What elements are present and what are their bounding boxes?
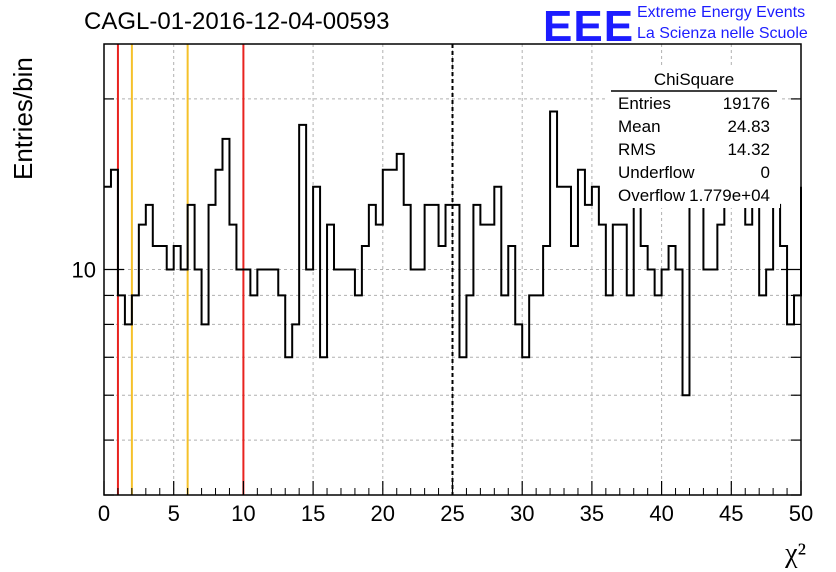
x-tick-label: 15 [301, 501, 325, 526]
stats-label: Entries [618, 94, 671, 113]
stats-label: Underflow [618, 163, 695, 182]
stats-value: 19176 [723, 94, 770, 113]
stats-label: RMS [618, 140, 656, 159]
stats-value: 14.32 [727, 140, 770, 159]
x-tick-label: 0 [98, 501, 110, 526]
x-tick-label: 10 [231, 501, 255, 526]
eee-logo: EEE [543, 2, 635, 51]
x-tick-label: 45 [719, 501, 743, 526]
axis-ticks [103, 98, 802, 496]
x-tick-label: 40 [649, 501, 673, 526]
logo-text-line2: La Scienza nelle Scuole [637, 25, 808, 42]
stats-value: 0 [761, 163, 770, 182]
x-tick-label: 30 [510, 501, 534, 526]
x-tick-label: 25 [440, 501, 464, 526]
x-tick-label: 35 [580, 501, 604, 526]
x-axis-label: χ² [784, 538, 806, 569]
chart-title: CAGL-01-2016-12-04-00593 [84, 8, 390, 35]
histogram-series [104, 110, 802, 397]
y-tick-labels: 10 [72, 258, 96, 283]
stats-label: Mean [618, 117, 661, 136]
x-tick-labels: 0 5 10 15 20 25 30 35 40 45 50 [98, 501, 813, 526]
stats-value: 24.83 [727, 117, 770, 136]
stats-box: ChiSquare Entries 19176 Mean 24.83 RMS 14.32 U… [608, 68, 780, 208]
x-tick-label: 50 [789, 501, 813, 526]
x-tick-label: 5 [168, 501, 180, 526]
y-axis-label: Entries/bin [8, 57, 38, 180]
x-tick-label: 20 [371, 501, 395, 526]
logo-text-line1: Extreme Energy Events [637, 4, 806, 21]
stats-label: Overflow [618, 186, 686, 205]
y-tick-label: 10 [72, 258, 96, 283]
stats-value: 1.779e+04 [689, 186, 770, 205]
stats-title: ChiSquare [654, 70, 734, 89]
